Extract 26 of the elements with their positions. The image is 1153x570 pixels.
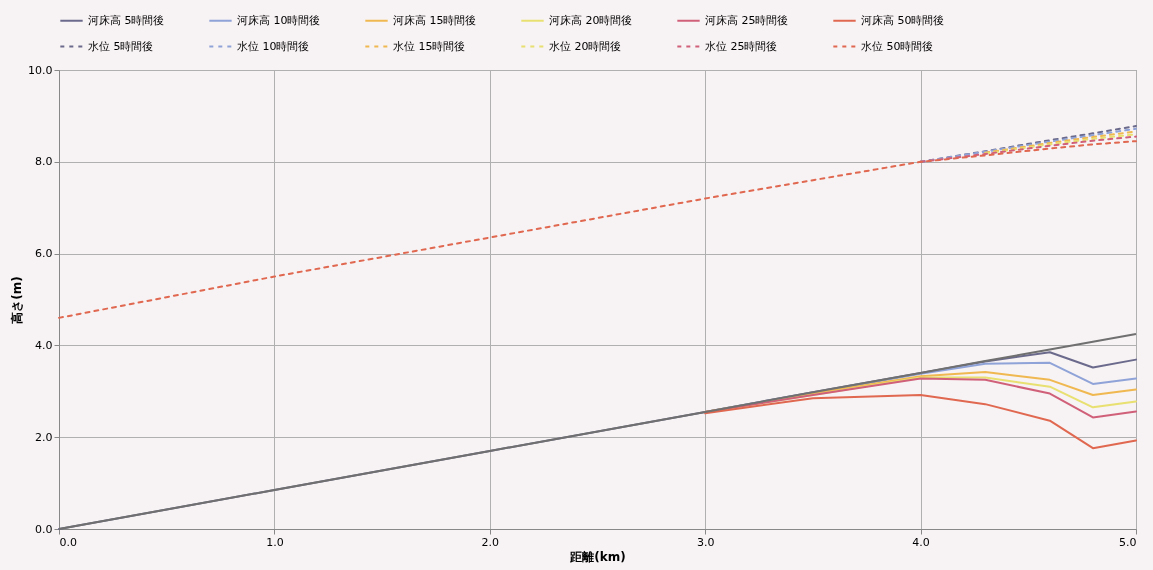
legend-label: 水位 10時間後 <box>237 39 310 53</box>
legend-label: 水位 20時間後 <box>549 39 622 53</box>
x-tick-label: 1.0 <box>266 535 284 549</box>
legend-label: 河床高 15時間後 <box>393 13 477 27</box>
legend-label: 水位 25時間後 <box>705 39 778 53</box>
y-axis-title: 高さ(m) <box>10 276 25 324</box>
legend-label: 河床高 5時間後 <box>88 13 165 27</box>
y-tick-label: 2.0 <box>35 430 53 444</box>
y-tick-label: 0.0 <box>35 522 53 536</box>
y-tick-label: 10.0 <box>28 63 53 77</box>
x-tick-label: 3.0 <box>696 535 715 549</box>
x-axis-title: 距離(km) <box>569 549 626 564</box>
x-tick-label: 2.0 <box>481 535 500 549</box>
legend-label: 水位 50時間後 <box>861 39 934 53</box>
y-tick-label: 8.0 <box>35 155 53 169</box>
x-tick-label: 0.0 <box>59 535 77 549</box>
x-tick-label: 5.0 <box>1119 535 1137 549</box>
legend-label: 水位 5時間後 <box>88 39 154 53</box>
legend-label: 河床高 20時間後 <box>549 13 633 27</box>
x-tick-label: 4.0 <box>912 535 930 549</box>
legend-label: 河床高 50時間後 <box>861 13 945 27</box>
legend-label: 河床高 10時間後 <box>237 13 321 27</box>
y-tick-label: 6.0 <box>35 247 53 261</box>
legend-label: 河床高 25時間後 <box>705 13 789 27</box>
legend-label: 水位 15時間後 <box>393 39 466 53</box>
y-tick-label: 4.0 <box>35 338 53 352</box>
